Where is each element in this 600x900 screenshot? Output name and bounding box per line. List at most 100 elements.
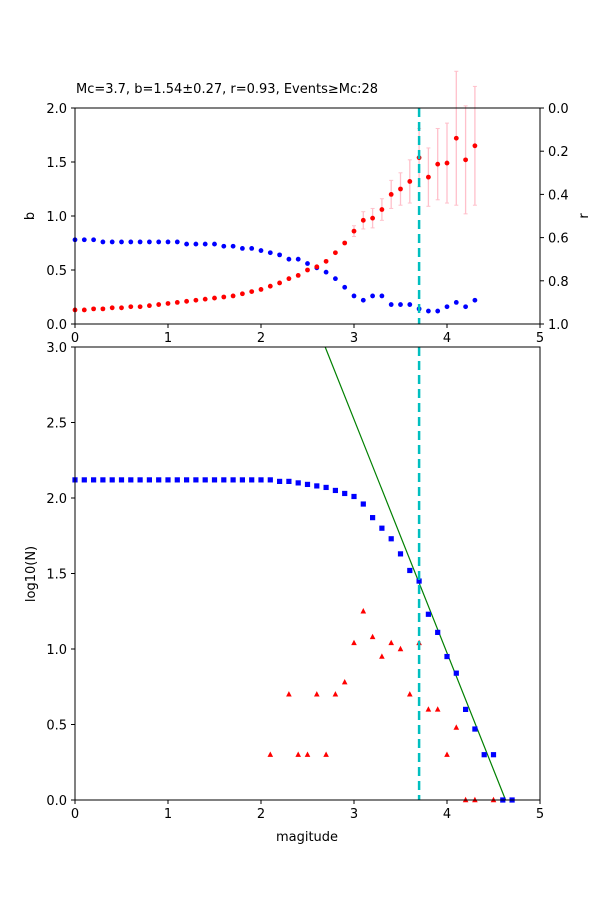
cumulative-point xyxy=(118,477,125,483)
r-point xyxy=(174,239,180,245)
b-point xyxy=(249,289,255,294)
top-x-tick-label: 0 xyxy=(71,331,79,346)
cumulative-point xyxy=(277,478,283,484)
top-x-tick-label: 5 xyxy=(536,331,544,346)
cumulative-point xyxy=(379,525,385,531)
b-point xyxy=(91,306,96,312)
b-point xyxy=(119,305,124,311)
b-point xyxy=(240,291,245,297)
bottom-x-tick-label: 4 xyxy=(443,807,451,822)
b-point xyxy=(137,304,143,310)
cumulative-point xyxy=(360,501,366,507)
chart-title: Mc=3.7, b=1.54±0.27, r=0.93, Events≥Mc:2… xyxy=(76,82,378,97)
r-point xyxy=(119,239,124,245)
cumulative-point xyxy=(193,477,199,483)
b-value-panel: 0 1 2 3 4 50.00.51.01.52.0 0.00.20.40.60.81.0 … xyxy=(23,70,592,346)
b-point xyxy=(286,276,292,282)
top-right-y-tick-label: 0.0 xyxy=(548,102,569,117)
r-point xyxy=(128,239,134,245)
top-y-axis-label-left: b xyxy=(23,212,38,220)
b-point xyxy=(184,298,190,304)
bottom-x-tick-label: 0 xyxy=(71,807,79,822)
b-point xyxy=(156,302,162,307)
b-point xyxy=(147,303,152,309)
b-point xyxy=(379,207,385,212)
noncumulative-point xyxy=(267,751,274,757)
b-point xyxy=(258,287,264,292)
b-point xyxy=(305,267,310,273)
noncumulative-point xyxy=(407,691,413,697)
b-point xyxy=(351,228,357,234)
cumulative-point xyxy=(146,477,152,483)
cumulative-point xyxy=(332,487,338,494)
r-point xyxy=(360,297,366,303)
top-left-y-tick-label: 1.0 xyxy=(46,210,67,225)
r-point xyxy=(407,302,413,307)
cumulative-point xyxy=(304,481,311,488)
r-point xyxy=(81,237,87,243)
r-point xyxy=(147,239,152,245)
noncumulative-point xyxy=(323,751,329,757)
cumulative-point xyxy=(370,515,376,521)
b-point xyxy=(267,283,273,289)
b-point xyxy=(193,297,199,303)
r-point xyxy=(267,250,273,256)
bottom-y-tick-label: 0.5 xyxy=(46,719,67,734)
r-point xyxy=(230,243,236,249)
bottom-x-tick-label: 5 xyxy=(536,807,544,822)
r-point xyxy=(221,243,227,249)
b-point xyxy=(426,174,431,180)
bottom-y-tick-label: 2.5 xyxy=(46,417,67,432)
top-left-y-tick-label: 2.0 xyxy=(46,102,67,117)
noncumulative-point xyxy=(314,691,320,697)
bottom-x-tick-label: 1 xyxy=(164,807,172,822)
cumulative-point xyxy=(156,477,162,483)
top-x-tick-label: 2 xyxy=(257,331,265,346)
bottom-y-tick-label: 0.0 xyxy=(46,794,67,809)
noncumulative-point xyxy=(369,633,376,640)
cumulative-point xyxy=(239,477,245,483)
noncumulative-point xyxy=(351,639,357,646)
cumulative-point xyxy=(314,483,320,489)
cumulative-point xyxy=(184,477,190,483)
bottom-panel-frame xyxy=(74,346,541,801)
noncumulative-point xyxy=(379,653,385,659)
r-point xyxy=(463,304,468,310)
b-point xyxy=(463,157,468,163)
cumulative-point xyxy=(202,477,208,483)
noncumulative-point xyxy=(397,645,404,652)
b-point xyxy=(100,306,106,312)
b-point xyxy=(323,258,329,264)
bottom-panel-axes: 0 1 2 3 4 5 0.0 0.5 1.0 1.5 2.0 2.5 3.0 xyxy=(46,341,544,822)
r-point xyxy=(137,239,143,245)
r-point xyxy=(379,293,385,299)
top-left-y-tick-label: 1.5 xyxy=(46,156,67,171)
r-point xyxy=(351,293,357,299)
cumulative-point xyxy=(463,706,469,712)
noncumulative-point xyxy=(295,751,301,757)
top-x-tick-label: 4 xyxy=(443,331,451,346)
top-right-y-tick-label: 1.0 xyxy=(548,318,569,333)
cumulative-point xyxy=(165,477,171,483)
cumulative-point xyxy=(425,611,431,617)
bottom-x-axis-label: magitude xyxy=(276,830,338,845)
r-point xyxy=(370,293,375,299)
b-point xyxy=(407,179,413,184)
r-point xyxy=(258,248,264,253)
r-point xyxy=(295,256,301,262)
r-point xyxy=(184,241,190,247)
top-right-y-tick-label: 0.4 xyxy=(548,188,569,203)
top-right-y-tick-label: 0.6 xyxy=(548,232,569,247)
cumulative-point xyxy=(388,536,394,542)
cumulative-point xyxy=(249,477,255,483)
noncumulative-point xyxy=(304,751,311,757)
b-point xyxy=(398,186,403,192)
r-point xyxy=(333,276,338,282)
noncumulative-point xyxy=(444,751,450,757)
top-x-tick-label: 1 xyxy=(164,331,172,346)
top-x-tick-label: 3 xyxy=(350,331,358,346)
b-point xyxy=(295,273,301,278)
r-point xyxy=(305,261,310,266)
top-right-y-tick-label: 0.2 xyxy=(548,145,569,160)
